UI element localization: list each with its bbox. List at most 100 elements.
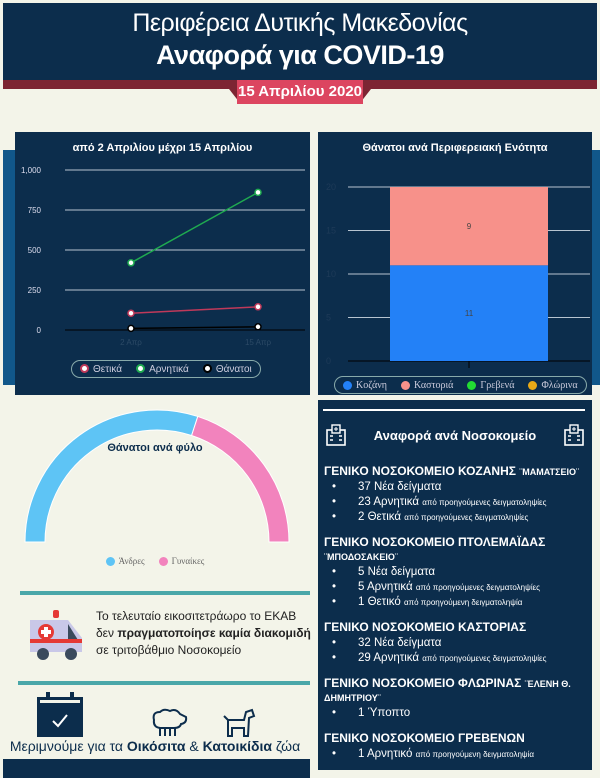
hospital-name-text: ΓΕΝΙΚΟ ΝΟΣΟΚΟΜΕΙΟ ΦΛΩΡΙΝΑΣ: [324, 676, 522, 690]
hospital-panel: Αναφορά ανά Νοσοκομείο ΓΕΝΙΚΟ ΝΟΣΟΚΟΜΕΙΟ…: [318, 400, 592, 770]
series-line: [130, 326, 259, 330]
legend-label: Καστοριά: [414, 379, 454, 391]
sheep-icon: [152, 708, 188, 736]
legend-marker: [467, 380, 477, 390]
side-band: [3, 150, 17, 385]
stat-main: 5 Αρνητικά: [358, 581, 413, 593]
hospital-stat: • 37 Νέα δείγματα: [324, 481, 592, 493]
legend-marker: [80, 364, 89, 374]
data-point: [127, 309, 135, 317]
stat-note: από προηγούμενη δειγματοληψία: [415, 750, 535, 759]
hospital-stat: • 32 Νέα δείγματα: [324, 637, 592, 649]
legend-item: Καστοριά: [401, 380, 453, 391]
data-point: [127, 259, 135, 267]
hospital-stat: • 23 Αρνητικά από προηγούμενες δειγματολη…: [324, 496, 592, 508]
bar-segment: [390, 265, 548, 361]
legend-marker: [343, 380, 352, 390]
stat-main: 37 Νέα δείγματα: [358, 481, 442, 493]
series-line: [130, 306, 259, 314]
line-chart: 0 250 500 750 1,000 2 Απρ 15 Απρ: [21, 166, 305, 347]
stat-main: 1 Θετικό: [358, 596, 401, 608]
ekab-line: σε τριτοβάθμιο Νοσοκομείο: [96, 643, 242, 657]
date-badge: 15 Απριλίου 2020: [237, 80, 363, 104]
bullet-icon: •: [332, 652, 337, 664]
stat-main: 2 Θετικά: [358, 511, 402, 523]
data-point: [254, 303, 262, 311]
data-label: 11: [465, 309, 474, 318]
hospital-list: ΓΕΝΙΚΟ ΝΟΣΟΚΟΜΕΙΟ ΚΟΖΑΝΗΣ ¨ΜΑΜΑΤΣΕΙΟ¨ • 37…: [324, 464, 592, 760]
y-tick-label: 0: [37, 326, 42, 335]
animals-text: &: [185, 738, 203, 754]
hospital-stat: • 1 Αρνητικό από προηγούμενη δειγματοληψί…: [324, 748, 592, 760]
stat-main: 29 Αρνητικά: [358, 652, 420, 664]
hospital-name: ΓΕΝΙΚΟ ΝΟΣΟΚΟΜΕΙΟ ΦΛΩΡΙΝΑΣ ¨ΕΛΕΝΗ Θ. ΔΗΜ…: [324, 676, 592, 704]
hospital-nickname: ¨ΜΠΟΔΟΣΑΚΕΙΟ¨: [324, 552, 398, 562]
series-line: [130, 191, 259, 264]
stat-main: 23 Αρνητικά: [358, 496, 420, 508]
legend-item: Γυναίκες: [158, 556, 205, 567]
hospital-stat: • 29 Αρνητικά από προηγούμενες δειγματολη…: [324, 652, 592, 664]
hospital-name-text: ΓΕΝΙΚΟ ΝΟΣΟΚΟΜΕΙΟ ΠΤΟΛΕΜΑΪΔΑΣ: [324, 535, 546, 549]
bullet-icon: •: [332, 511, 337, 523]
legend-label: Άνδρες: [118, 556, 145, 566]
legend-label: Θάνατοι: [215, 363, 252, 375]
gender-gauge: [24, 409, 290, 543]
hospital-stat: • 5 Νέα δείγματα: [324, 566, 592, 578]
data-label: 9: [467, 222, 472, 231]
legend-item: Γρεβενά: [467, 380, 514, 391]
x-tick-label: 15 Απρ: [245, 338, 272, 347]
animals-note: Μεριμνούμε για τα Οικόσιτα & Κατοικίδια …: [0, 738, 310, 754]
y-tick-label: 750: [28, 206, 42, 215]
hospital-nickname: ¨ΕΛΕΝΗ Θ. ΔΗΜΗΤΡΙΟΥ¨: [324, 679, 571, 703]
hospital-panel-title: Αναφορά ανά Νοσοκομείο: [373, 428, 537, 443]
stat-main: 32 Νέα δείγματα: [358, 637, 442, 649]
y-tick-label: 250: [28, 286, 42, 295]
x-tick-label: 2 Απρ: [120, 338, 142, 347]
hospital-stat: • 1 Θετικό από προηγούμενη δειγματοληψία: [324, 596, 592, 608]
calendar-check-icon: [37, 692, 83, 737]
chart-title: από 2 Απριλίου μέχρι 15 Απριλίου: [72, 142, 253, 154]
hospital-name: ΓΕΝΙΚΟ ΝΟΣΟΚΟΜΕΙΟ ΚΟΖΑΝΗΣ ¨ΜΑΜΑΤΣΕΙΟ¨: [324, 464, 592, 478]
legend-marker: [401, 380, 410, 390]
legend-label: Γυναίκες: [171, 556, 205, 566]
hospital-name-text: ΓΕΝΙΚΟ ΝΟΣΟΚΟΜΕΙΟ ΓΡΕΒΕΝΩΝ: [324, 731, 525, 745]
ekab-line: Το τελευταίο εικοσιτετράωρο το ΕΚΑΒ: [96, 609, 297, 623]
ekab-text: δεν: [96, 626, 118, 640]
y-tick-label: 5: [326, 313, 331, 323]
legend-marker: [105, 557, 115, 567]
y-tick-label: 1,000: [21, 166, 42, 175]
hospital-stat: • 2 Θετικά από προηγούμενες δειγματοληψίε…: [324, 511, 592, 523]
ekab-notice: Το τελευταίο εικοσιτετράωρο το ΕΚΑΒ δεν …: [96, 608, 311, 659]
chart-title: Θάνατοι ανά Περιφερειακή Ενότητα: [362, 142, 548, 154]
bullet-icon: •: [332, 581, 337, 593]
stat-main: 1 Ύποπτο: [358, 707, 411, 719]
header: Περιφέρεια Δυτικής Μακεδονίας Αναφορά γι…: [3, 3, 597, 80]
legend-label: Φλώρινα: [541, 379, 578, 391]
data-point: [127, 324, 135, 333]
legend-label: Αρνητικά: [149, 363, 189, 375]
hospital-name: ΓΕΝΙΚΟ ΝΟΣΟΚΟΜΕΙΟ ΚΑΣΤΟΡΙΑΣ: [324, 620, 592, 634]
ambulance-icon: [30, 610, 82, 660]
legend-item: Κοζάνη: [343, 380, 387, 391]
legend-label: Γρεβενά: [480, 379, 515, 391]
hospital-name-text: ΓΕΝΙΚΟ ΝΟΣΟΚΟΜΕΙΟ ΚΑΣΤΟΡΙΑΣ: [324, 620, 527, 634]
divider: [323, 409, 585, 411]
divider: [18, 681, 310, 685]
hospital-name-text: ΓΕΝΙΚΟ ΝΟΣΟΚΟΜΕΙΟ ΚΟΖΑΝΗΣ: [324, 464, 516, 478]
bullet-icon: •: [332, 496, 337, 508]
gauge-title: Θάνατοι ανά φύλο: [107, 442, 203, 454]
hospital-icon: [564, 424, 584, 446]
stat-note: από προηγούμενη δειγματοληψία: [403, 598, 523, 607]
hospital-name: ΓΕΝΙΚΟ ΝΟΣΟΚΟΜΕΙΟ ΓΡΕΒΕΝΩΝ: [324, 731, 592, 745]
animals-text: ζώα: [272, 738, 301, 754]
legend-item: Θετικά: [80, 364, 122, 375]
line-chart-panel: από 2 Απριλίου μέχρι 15 Απριλίου 0 250 500…: [15, 132, 310, 395]
hospital-stat: • 1 Ύποπτο: [324, 707, 592, 719]
gauge-segment: [190, 415, 290, 543]
legend-marker: [136, 364, 146, 374]
legend-marker: [158, 557, 168, 567]
y-tick-label: 500: [28, 246, 42, 255]
animals-emphasis: Κατοικίδια: [202, 738, 273, 754]
footer-bar: [3, 759, 310, 778]
side-band: [590, 150, 600, 385]
